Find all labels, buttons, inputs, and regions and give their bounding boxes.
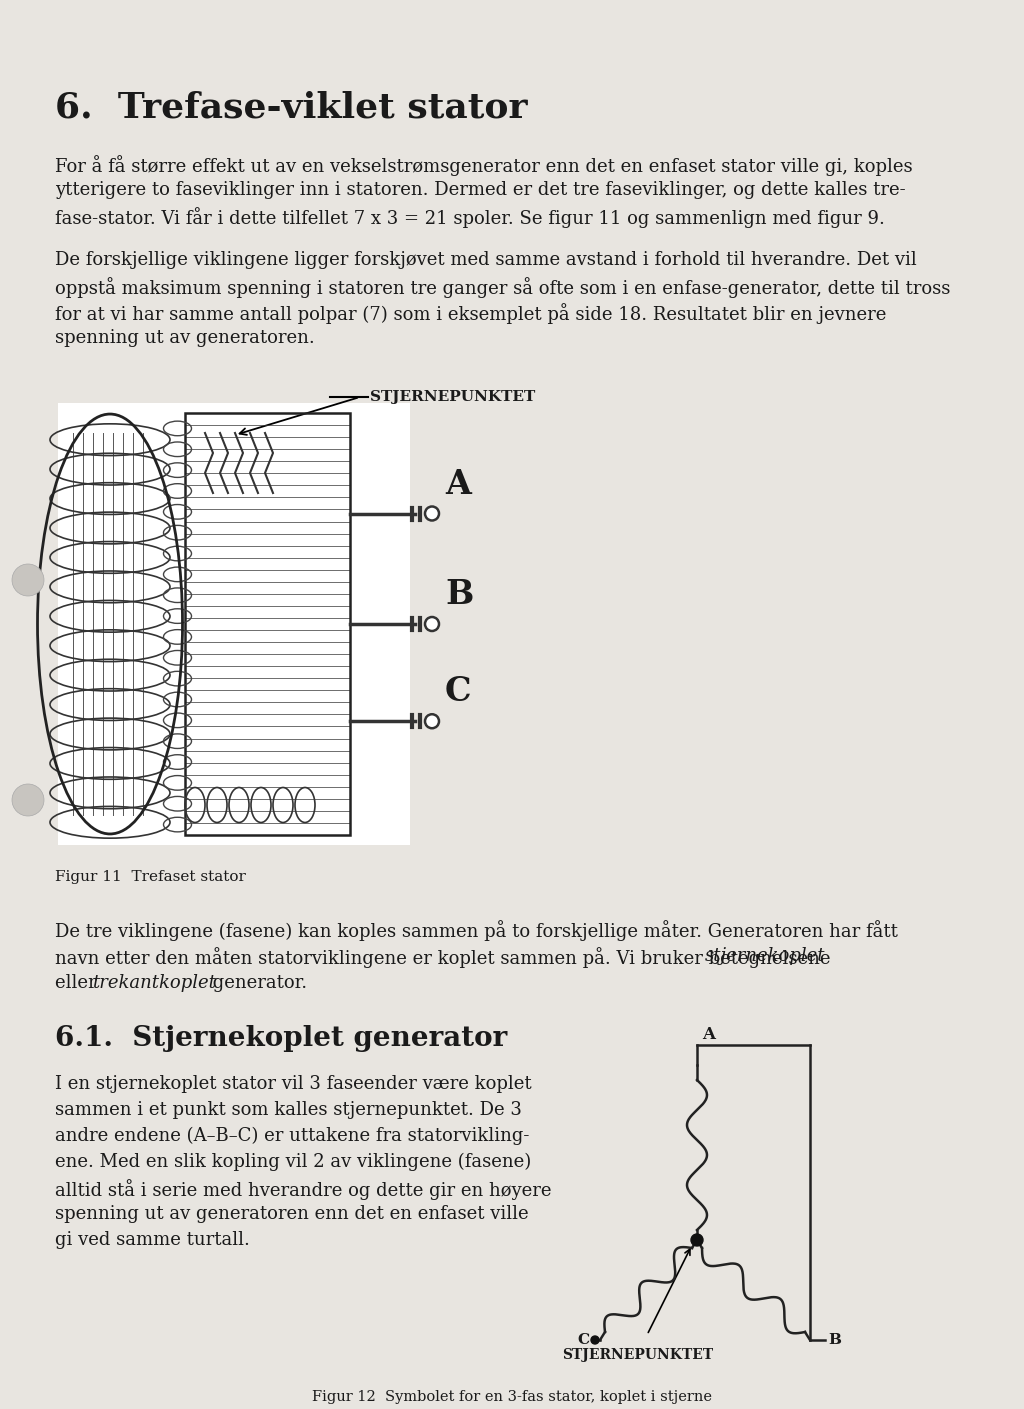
- Bar: [58, 403, 410, 845]
- Circle shape: [425, 506, 439, 520]
- Text: fase-stator. Vi får i dette tilfellet 7 x 3 = 21 spoler. Se figur 11 og sammenli: fase-stator. Vi får i dette tilfellet 7 …: [55, 207, 885, 228]
- Text: C: C: [578, 1333, 590, 1347]
- Text: 6.1.  Stjernekoplet generator: 6.1. Stjernekoplet generator: [55, 1024, 507, 1053]
- Text: De forskjellige viklingene ligger forskjøvet med samme avstand i forhold til hve: De forskjellige viklingene ligger forskj…: [55, 251, 916, 269]
- Text: ene. Med en slik kopling vil 2 av viklingene (fasene): ene. Med en slik kopling vil 2 av viklin…: [55, 1153, 531, 1171]
- Text: oppstå maksimum spenning i statoren tre ganger så ofte som i en enfase-generator: oppstå maksimum spenning i statoren tre …: [55, 278, 950, 297]
- Circle shape: [425, 617, 439, 631]
- Circle shape: [12, 564, 44, 596]
- Text: Figur 12  Symbolet for en 3-fas stator, koplet i stjerne: Figur 12 Symbolet for en 3-fas stator, k…: [312, 1391, 712, 1403]
- Text: for at vi har samme antall polpar (7) som i eksemplet på side 18. Resultatet bli: for at vi har samme antall polpar (7) so…: [55, 303, 887, 324]
- Text: A: A: [702, 1026, 715, 1043]
- Text: generator.: generator.: [207, 974, 307, 992]
- Text: For å få større effekt ut av en vekselstrømsgenerator enn det en enfaset stator : For å få større effekt ut av en vekselst…: [55, 155, 912, 176]
- Circle shape: [691, 1234, 703, 1246]
- Text: A: A: [445, 468, 471, 502]
- Text: B: B: [445, 578, 473, 612]
- Text: stjernekoplet: stjernekoplet: [705, 947, 825, 965]
- Text: STJERNEPUNKTET: STJERNEPUNKTET: [370, 390, 536, 404]
- Text: STJERNEPUNKTET: STJERNEPUNKTET: [562, 1348, 714, 1363]
- Text: 6.  Trefase-viklet stator: 6. Trefase-viklet stator: [55, 90, 527, 124]
- Text: sammen i et punkt som kalles stjernepunktet. De 3: sammen i et punkt som kalles stjernepunk…: [55, 1100, 522, 1119]
- Text: alltid stå i serie med hverandre og dette gir en høyere: alltid stå i serie med hverandre og dett…: [55, 1179, 552, 1200]
- Text: spenning ut av generatoren enn det en enfaset ville: spenning ut av generatoren enn det en en…: [55, 1205, 528, 1223]
- Circle shape: [12, 783, 44, 816]
- Text: ytterigere to faseviklinger inn i statoren. Dermed er det tre faseviklinger, og : ytterigere to faseviklinger inn i stator…: [55, 180, 905, 199]
- Text: eller: eller: [55, 974, 102, 992]
- Text: navn etter den måten statorviklingene er koplet sammen på. Vi bruker betegnelsen: navn etter den måten statorviklingene er…: [55, 947, 837, 968]
- Text: andre endene (A–B–C) er uttakene fra statorvikling-: andre endene (A–B–C) er uttakene fra sta…: [55, 1127, 529, 1146]
- Circle shape: [425, 714, 439, 728]
- Text: I en stjernekoplet stator vil 3 faseender være koplet: I en stjernekoplet stator vil 3 faseende…: [55, 1075, 531, 1093]
- Text: trekantkoplet: trekantkoplet: [92, 974, 216, 992]
- Text: C: C: [445, 675, 471, 707]
- Text: Figur 11  Trefaset stator: Figur 11 Trefaset stator: [55, 869, 246, 883]
- Text: De tre viklingene (fasene) kan koples sammen på to forskjellige måter. Generator: De tre viklingene (fasene) kan koples sa…: [55, 920, 898, 941]
- Text: gi ved samme turtall.: gi ved samme turtall.: [55, 1231, 250, 1248]
- Bar: [185, 413, 350, 836]
- Text: spenning ut av generatoren.: spenning ut av generatoren.: [55, 328, 314, 347]
- Text: B: B: [828, 1333, 841, 1347]
- Circle shape: [591, 1336, 599, 1344]
